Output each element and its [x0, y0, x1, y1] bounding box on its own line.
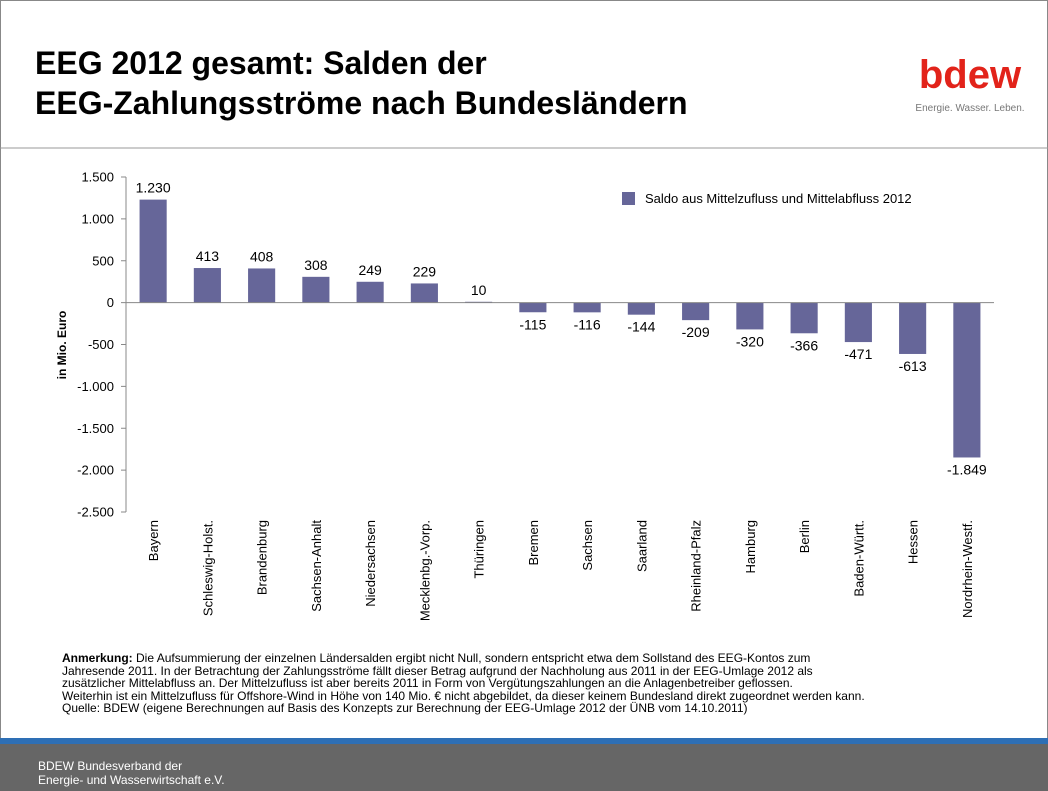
y-tick-label: 0	[107, 295, 114, 310]
legend-label: Saldo aus Mittelzufluss und Mittelabflus…	[645, 191, 912, 206]
bar	[519, 302, 547, 313]
x-tick-label: Berlin	[797, 520, 812, 553]
data-label: -320	[736, 333, 764, 349]
y-tick-label: 500	[92, 253, 114, 268]
bar	[193, 268, 221, 303]
bar	[410, 283, 438, 303]
x-tick-label: Hamburg	[743, 520, 758, 573]
y-axis-label: in Mio. Euro	[55, 311, 69, 380]
bar	[899, 302, 927, 354]
data-label: 249	[358, 262, 382, 278]
note: Anmerkung: Die Aufsummierung der einzeln…	[62, 652, 1037, 715]
logo: bdew	[919, 53, 1022, 97]
x-tick-label: Rheinland-Pfalz	[689, 520, 704, 612]
footer-rule	[0, 738, 1048, 744]
bar	[790, 302, 818, 334]
data-label: -471	[844, 346, 872, 362]
footer-text: Energie- und Wasserwirtschaft e.V.	[38, 773, 225, 787]
note-text: Quelle: BDEW (eigene Berechnungen auf Ba…	[62, 701, 748, 716]
logo-tagline: Energie. Wasser. Leben.	[915, 103, 1024, 114]
data-label: 10	[471, 282, 487, 298]
x-tick-label: Schleswig-Holst.	[200, 520, 215, 616]
data-label: 1.230	[136, 180, 171, 196]
note-label: Anmerkung:	[62, 651, 133, 665]
note-line: Weiterhin ist ein Mittelzufluss für Offs…	[62, 688, 1037, 703]
title-line: EEG-Zahlungsströme nach Bundesländern	[35, 85, 688, 121]
x-tick-label: Thüringen	[472, 520, 487, 579]
x-tick-label: Bayern	[146, 520, 161, 561]
y-tick-label: 1.000	[81, 211, 114, 226]
y-tick-label: -2.500	[77, 505, 114, 520]
bar	[573, 302, 601, 313]
bar	[736, 302, 764, 330]
bar	[844, 302, 872, 343]
data-label: -366	[790, 337, 818, 353]
note-text: Weiterhin ist ein Mittelzufluss für Offs…	[62, 688, 865, 703]
data-label: -209	[682, 324, 710, 340]
note-line: Jahresende 2011. In der Betrachtung der …	[62, 663, 1037, 678]
y-tick-label: -500	[88, 337, 114, 352]
bar	[248, 268, 276, 303]
note-text: zusätzlicher Mittelabfluss an. Der Mitte…	[62, 676, 793, 691]
bar	[682, 302, 710, 321]
footer	[0, 744, 1048, 791]
data-label: 408	[250, 248, 274, 264]
bar	[627, 302, 655, 315]
x-tick-label: Niedersachsen	[363, 520, 378, 607]
note-line: Quelle: BDEW (eigene Berechnungen auf Ba…	[62, 702, 1037, 715]
x-tick-label: Nordrhein-Westf.	[960, 520, 975, 618]
bar	[953, 302, 981, 458]
x-tick-label: Mecklenbg.-Vorp.	[417, 520, 432, 621]
data-label: -144	[627, 319, 655, 335]
y-tick-label: -1.500	[77, 421, 114, 436]
data-label: -115	[519, 316, 546, 332]
data-label: -116	[574, 316, 601, 332]
bar	[356, 281, 384, 303]
y-tick-label: 1.500	[81, 170, 114, 185]
data-label: -1.849	[947, 461, 987, 477]
note-line: zusätzlicher Mittelabfluss an. Der Mitte…	[62, 677, 1037, 690]
title-line: EEG 2012 gesamt: Salden der	[35, 45, 487, 81]
y-tick-label: -2.000	[77, 463, 114, 478]
note-line: Anmerkung: Die Aufsummierung der einzeln…	[62, 652, 1037, 665]
footer-text: BDEW Bundesverband der	[38, 759, 182, 773]
x-tick-label: Hessen	[906, 520, 921, 564]
bar	[302, 276, 330, 303]
data-label: 229	[413, 263, 437, 279]
data-label: -613	[899, 358, 927, 374]
x-tick-label: Bremen	[526, 520, 541, 566]
data-label: 413	[196, 248, 220, 264]
legend-swatch	[622, 192, 635, 205]
x-tick-label: Baden-Württ.	[851, 520, 866, 597]
note-text: Jahresende 2011. In der Betrachtung der …	[62, 663, 813, 678]
x-tick-label: Sachsen-Anhalt	[309, 520, 324, 612]
bar	[139, 199, 167, 303]
data-label: 308	[304, 257, 328, 273]
x-tick-label: Saarland	[634, 520, 649, 572]
y-tick-label: -1.000	[77, 379, 114, 394]
x-tick-label: Brandenburg	[255, 520, 270, 595]
note-text: Die Aufsummierung der einzelnen Ländersa…	[136, 651, 811, 665]
x-tick-label: Sachsen	[580, 520, 595, 571]
